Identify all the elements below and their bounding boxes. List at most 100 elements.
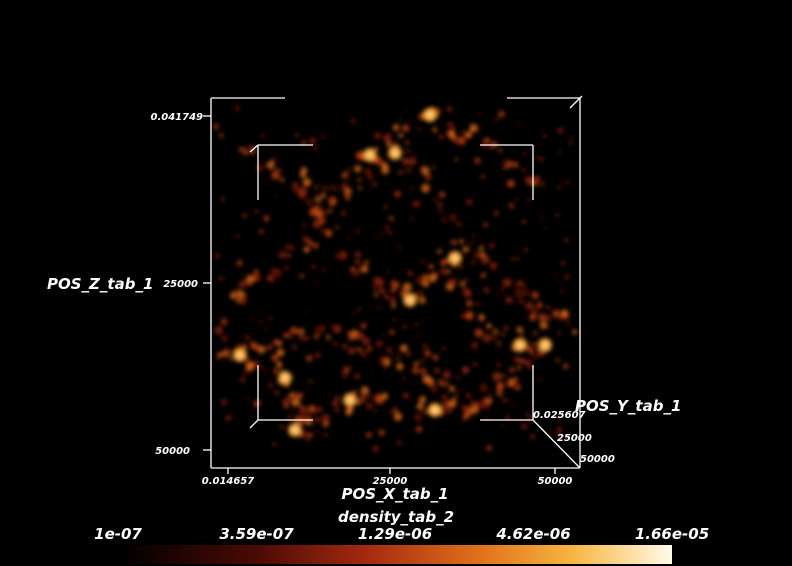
density-blob: [321, 267, 327, 272]
density-blob: [419, 165, 424, 170]
density-blob: [273, 271, 281, 279]
density-blob: [235, 342, 240, 347]
density-blob: [520, 332, 525, 337]
density-blob: [329, 184, 336, 191]
density-blob: [266, 274, 275, 283]
density-blob: [381, 162, 388, 169]
density-blob: [276, 361, 283, 368]
density-blob: [291, 398, 300, 407]
colorbar-label: 1.29e-06: [358, 525, 432, 543]
density-blob: [516, 326, 523, 333]
density-blob: [521, 151, 527, 157]
density-blob: [295, 133, 299, 137]
density-blob: [388, 350, 394, 356]
density-blob: [382, 334, 386, 338]
density-blob: [560, 289, 564, 293]
density-blob: [474, 157, 481, 164]
density-blob: [267, 381, 275, 389]
density-blob: [570, 135, 573, 139]
density-blob: [347, 346, 356, 355]
density-blob: [272, 442, 277, 447]
density-blob: [405, 166, 413, 174]
density-blob: [360, 322, 367, 329]
density-blob: [274, 390, 280, 396]
density-blob: [308, 379, 312, 383]
density-blob: [483, 137, 491, 144]
density-blob: [309, 207, 318, 217]
density-blob: [537, 376, 543, 381]
density-blob: [481, 400, 490, 409]
density-blob: [516, 341, 524, 349]
density-blob: [378, 287, 386, 294]
density-blob: [315, 429, 320, 434]
density-blob: [334, 252, 341, 259]
density-blob: [563, 237, 570, 244]
density-blob: [557, 331, 561, 335]
density-blob: [416, 402, 424, 410]
density-blob: [524, 175, 534, 185]
density-blob: [480, 272, 487, 279]
density-blob: [437, 201, 443, 208]
density-blob: [437, 249, 442, 254]
density-blob: [465, 392, 472, 399]
density-blob: [424, 379, 429, 384]
density-blob: [524, 359, 531, 366]
density-blob: [412, 200, 420, 208]
density-blob: [481, 382, 485, 386]
density-blob: [220, 318, 228, 326]
density-blob: [354, 259, 361, 265]
density-blob: [421, 279, 430, 288]
density-blob: [488, 394, 492, 398]
density-blob: [420, 358, 426, 364]
density-blob: [235, 106, 241, 112]
density-blob: [291, 336, 295, 340]
density-blob: [321, 184, 329, 191]
density-blob: [308, 404, 316, 412]
density-blob: [462, 366, 470, 374]
density-blob: [420, 259, 425, 264]
density-blob: [534, 156, 537, 159]
density-blob: [449, 125, 457, 132]
density-blob: [355, 228, 361, 234]
density-blob: [432, 165, 436, 169]
density-blob: [488, 145, 493, 151]
density-blob: [264, 327, 268, 331]
density-blob: [374, 146, 379, 151]
density-blob: [314, 352, 321, 359]
density-blob: [260, 132, 266, 139]
density-blob: [458, 137, 466, 145]
density-blob: [502, 278, 512, 288]
density-blob: [220, 398, 228, 406]
density-blob: [527, 198, 532, 202]
density-blob: [480, 142, 487, 150]
density-blob: [383, 358, 391, 365]
density-blob: [533, 356, 537, 361]
density-blob: [220, 334, 229, 343]
density-blob: [461, 286, 466, 290]
density-blob: [482, 397, 488, 403]
density-blob: [557, 416, 562, 421]
density-blob: [399, 118, 402, 121]
density-blob: [441, 346, 446, 351]
density-blob: [471, 260, 476, 265]
density-blob: [478, 314, 485, 321]
x-tick-label: 0.014657: [202, 476, 255, 487]
density-blob: [305, 438, 310, 443]
density-blob: [392, 124, 400, 131]
density-blob: [346, 235, 350, 240]
density-blob: [446, 278, 454, 286]
density-blob: [537, 155, 545, 163]
density-blob: [514, 256, 520, 262]
density-blob: [469, 400, 475, 405]
density-blob: [414, 413, 423, 422]
density-blob: [489, 332, 497, 340]
density-blob: [221, 197, 225, 202]
density-blob: [522, 247, 529, 254]
density-blob: [372, 445, 380, 453]
density-blob: [421, 342, 429, 350]
density-blob: [564, 179, 570, 185]
density-blob: [440, 259, 447, 266]
density-blob: [253, 269, 259, 275]
density-blob: [455, 374, 461, 380]
density-blob: [253, 208, 260, 215]
